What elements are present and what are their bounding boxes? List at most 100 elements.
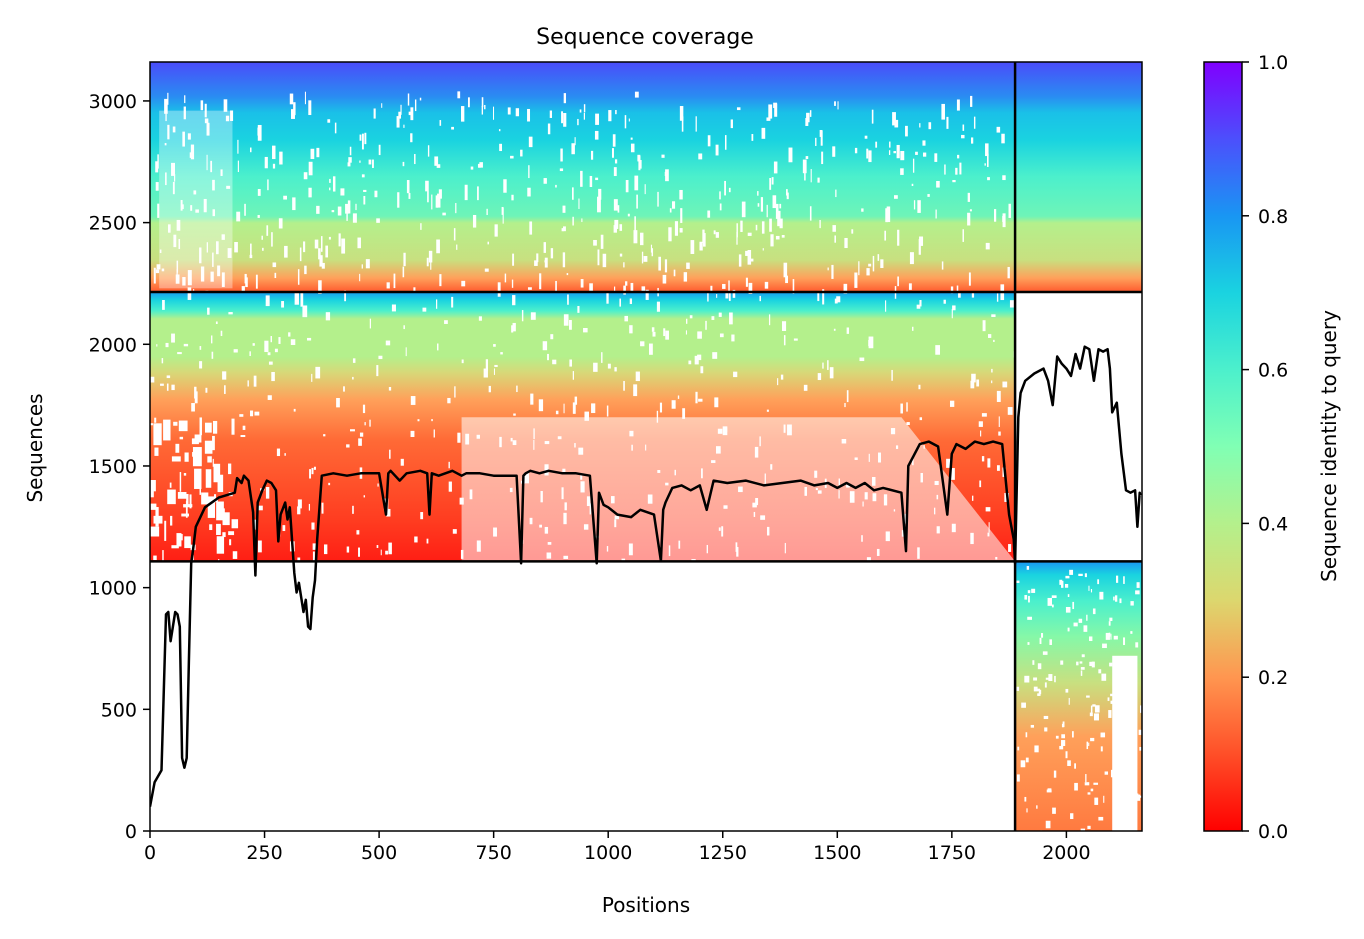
gap-mark	[393, 273, 396, 289]
gap-mark	[521, 310, 524, 322]
gap-mark	[284, 453, 286, 456]
gap-mark	[557, 436, 562, 440]
gap-mark	[636, 194, 638, 209]
gap-mark	[1060, 660, 1064, 665]
gap-mark	[894, 119, 899, 128]
gap-mark	[174, 174, 176, 182]
gap-mark	[922, 140, 926, 146]
gap-mark	[340, 188, 345, 196]
gap-mark	[181, 534, 183, 541]
gap-mark	[386, 508, 391, 517]
gap-mark	[786, 192, 789, 200]
gap-mark	[1110, 693, 1113, 697]
gap-mark	[193, 190, 197, 195]
gap-mark	[454, 386, 456, 398]
gap-mark	[274, 272, 277, 279]
gap-mark	[183, 473, 187, 476]
gap-mark	[494, 364, 498, 367]
gap-mark	[640, 159, 642, 169]
gap-mark	[427, 191, 429, 203]
gap-mark	[1024, 595, 1028, 600]
gap-mark	[422, 307, 427, 312]
y-tick-label: 3000	[89, 91, 137, 113]
gap-mark	[829, 367, 834, 379]
gap-mark	[511, 325, 514, 333]
gap-mark	[437, 193, 441, 208]
gap-mark	[885, 208, 888, 223]
gap-mark	[1135, 642, 1139, 648]
gap-mark	[209, 524, 213, 531]
gap-mark	[859, 357, 865, 362]
gap-mark	[456, 244, 458, 250]
gap-mark	[204, 118, 209, 124]
gap-mark	[981, 413, 987, 417]
gap-mark	[987, 532, 990, 537]
gap-mark	[447, 397, 451, 404]
gap-mark	[875, 141, 878, 148]
gap-region	[159, 110, 233, 289]
gap-mark	[993, 339, 995, 342]
gap-mark	[668, 545, 671, 557]
gap-mark	[941, 103, 945, 120]
gap-mark	[580, 481, 585, 493]
gap-mark	[361, 264, 363, 269]
gap-mark	[1085, 774, 1087, 782]
gap-mark	[1002, 175, 1006, 181]
gap-mark	[162, 550, 164, 562]
gap-mark	[363, 495, 366, 498]
gap-mark	[543, 242, 546, 253]
gap-mark	[810, 169, 812, 183]
gap-mark	[587, 497, 591, 503]
gap-mark	[281, 301, 285, 308]
gap-mark	[1074, 782, 1078, 791]
gap-mark	[520, 149, 523, 157]
coverage-line	[150, 345, 1142, 807]
gap-mark	[712, 352, 718, 359]
gap-mark	[229, 539, 232, 546]
gap-mark	[1026, 566, 1030, 570]
gap-mark	[962, 124, 965, 131]
gap-mark	[1059, 745, 1064, 750]
gap-mark	[866, 148, 869, 159]
gap-mark	[697, 354, 702, 361]
gap-mark	[611, 148, 614, 158]
gap-mark	[1103, 795, 1105, 803]
gap-mark	[1086, 695, 1090, 698]
gap-mark	[764, 281, 769, 289]
gap-mark	[1109, 662, 1113, 667]
gap-mark	[578, 198, 580, 209]
gap-mark	[410, 133, 413, 143]
gap-mark	[698, 153, 703, 160]
gap-mark	[419, 97, 422, 101]
gap-mark	[634, 91, 639, 98]
gap-mark	[231, 418, 235, 435]
gap-mark	[681, 116, 684, 132]
gap-mark	[1045, 677, 1049, 680]
gap-mark	[555, 410, 559, 415]
gap-mark	[1054, 675, 1056, 683]
gap-mark	[876, 548, 880, 556]
gap-mark	[822, 362, 824, 369]
gap-mark	[671, 400, 676, 409]
gap-mark	[216, 536, 225, 554]
gap-mark	[352, 376, 354, 380]
gap-mark	[308, 161, 313, 176]
gap-mark	[872, 255, 875, 272]
gap-mark	[766, 526, 770, 536]
gap-mark	[1061, 734, 1066, 739]
gap-mark	[1026, 808, 1028, 813]
gap-mark	[866, 557, 871, 562]
gap-mark	[750, 258, 754, 262]
gap-mark	[736, 107, 741, 111]
gap-mark	[900, 403, 903, 414]
x-tick-label: 2000	[1042, 842, 1090, 864]
gap-mark	[669, 208, 672, 213]
gap-mark	[171, 162, 176, 176]
gap-mark	[304, 91, 306, 105]
gap-mark	[893, 509, 896, 512]
gap-mark	[439, 274, 442, 287]
gap-mark	[1048, 674, 1053, 681]
gap-mark	[294, 292, 299, 305]
gap-mark	[612, 134, 616, 147]
gap-mark	[836, 296, 841, 303]
